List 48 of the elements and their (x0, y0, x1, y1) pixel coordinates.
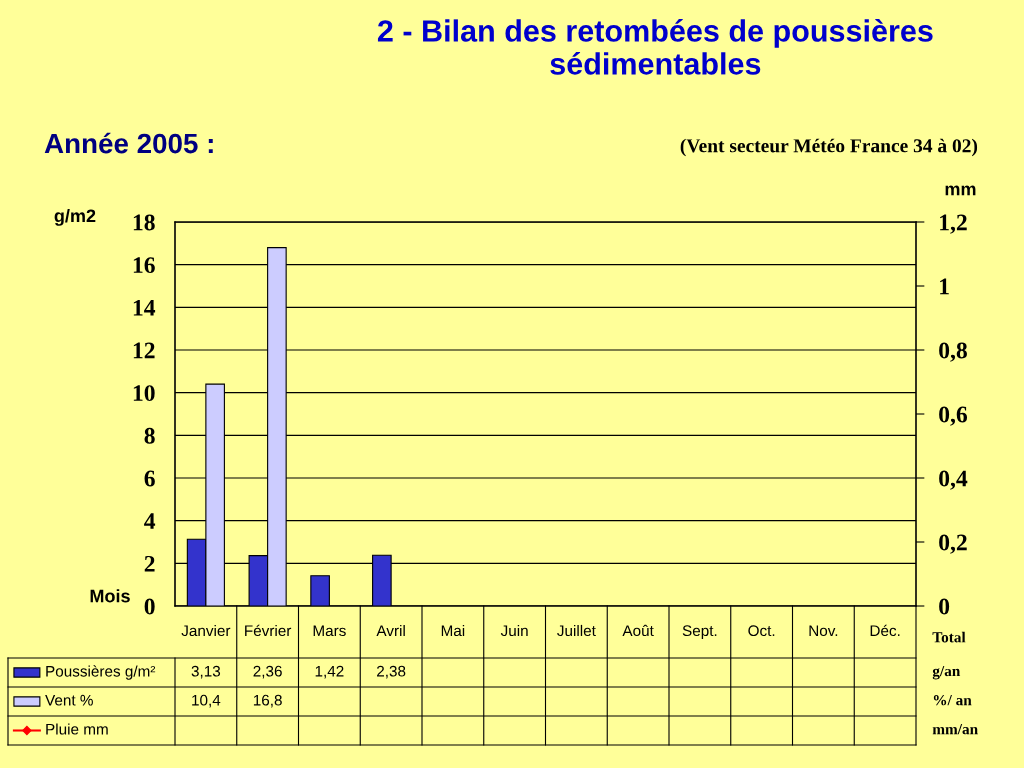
y2-tick-label: 0,6 (939, 406, 968, 426)
x-tick-label: Déc. (870, 624, 900, 637)
y2-tick-label: 0,4 (939, 470, 968, 490)
data-label: 16,8 (253, 694, 282, 708)
x-tick-label: Sept. (682, 625, 717, 640)
x-tick-label: Mars (313, 625, 346, 637)
text: mm/an (932, 724, 978, 735)
data-label: 2,36 (253, 665, 282, 679)
y2-tick-label: 1,2 (940, 214, 967, 234)
text: %/ an (933, 695, 972, 706)
y2-tick-label: 0 (939, 598, 950, 615)
x-tick-label: Février (245, 624, 292, 637)
chart-title: 2 - Bilan des retombées de poussières sédimentables (377, 19, 933, 75)
y-tick-label: 8 (144, 427, 155, 444)
y-tick-label: 0 (144, 598, 155, 615)
y-tick-label: 16 (133, 257, 155, 274)
x-tick-label: Nov. (809, 625, 838, 637)
x-tick-label: Août (622, 624, 654, 637)
y-tick-label: 10 (133, 385, 155, 402)
text: g/an (932, 665, 961, 680)
text: (Vent secteur Météo France 34 à 02) (680, 138, 978, 157)
y-axis-title: g/m2 (54, 208, 96, 226)
data-label: 2,38 (377, 665, 406, 679)
legend-label: Pluie mm (46, 723, 108, 735)
y2-tick-label: 0,8 (939, 342, 967, 362)
x-tick-label: Mai (441, 624, 465, 637)
y2-tick-label: 0,2 (939, 534, 967, 554)
x-tick-label: Avril (376, 624, 405, 636)
chart-subtitle: Année 2005 : (44, 132, 213, 154)
x-tick-label: Oct. (748, 625, 775, 637)
y2-axis-title: mm (945, 185, 976, 196)
x-tick-label: Janvier (181, 624, 231, 637)
y-tick-label: 12 (133, 342, 155, 359)
y-tick-label: 18 (133, 214, 155, 231)
y-tick-label: 14 (133, 299, 156, 316)
y-tick-label: 2 (144, 555, 155, 572)
x-tick-label: Juin (500, 624, 528, 637)
x-tick-label: Juillet (557, 624, 596, 637)
x-axis-title: Mois (90, 589, 130, 603)
y-tick-label: 4 (144, 513, 156, 529)
text: Total (932, 631, 966, 643)
legend-label: Vent % (45, 694, 93, 706)
legend-label: Poussières g/m² (46, 665, 156, 680)
data-label: 3,13 (191, 665, 221, 679)
y2-tick-label: 1 (940, 278, 949, 295)
data-label: 1,42 (315, 665, 344, 679)
data-label: 10,4 (192, 694, 221, 708)
y-tick-label: 6 (144, 470, 155, 487)
